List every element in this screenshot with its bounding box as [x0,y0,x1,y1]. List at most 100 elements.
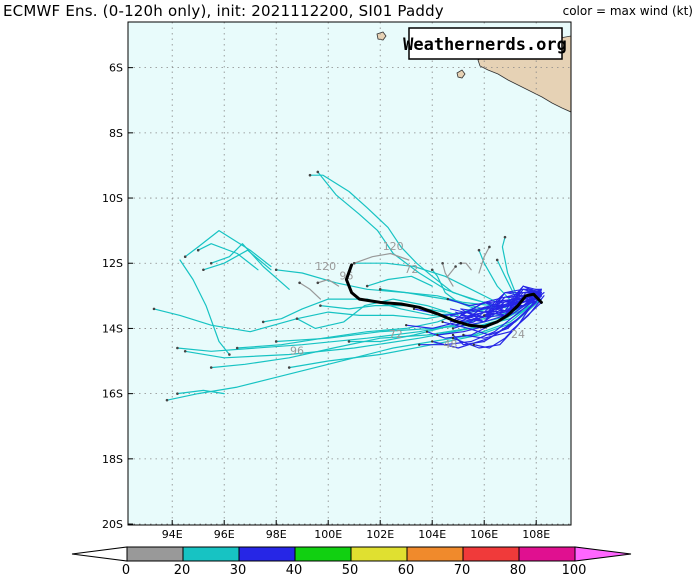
scale-label: 0 [122,563,130,578]
track-end-dot [495,258,499,262]
ensemble-mean-track [344,263,543,329]
lat-tick-label: 12S [102,257,123,270]
track-end-dot [352,261,356,265]
scale-label: 100 [562,563,587,578]
track-end-dot [316,281,320,285]
lon-tick-label: 104E [418,528,446,541]
track-end-dot [459,261,463,265]
lat-tick-label: 6S [109,62,123,75]
track-end-dot [196,248,200,252]
scale-label: 20 [174,563,191,578]
track-end-dot [316,170,320,174]
track-end-dot [462,333,465,337]
track-end-dot [454,265,457,268]
scale-segment [126,546,184,562]
ensemble-member-track [460,293,542,318]
ensemble-member-track [465,285,542,323]
track-end-dot [176,346,179,350]
track-end-dot [451,327,455,330]
lat-tick-label: 16S [102,388,123,401]
ensemble-member-track [275,269,485,310]
scale-segment [294,546,352,562]
lat-lon-grid [128,22,571,525]
track-end-dot [228,353,231,356]
ensemble-member-track [299,282,321,300]
scale-label: 30 [230,563,247,578]
forecast-hour-label: 120 [383,240,404,253]
track-end-dot [488,245,491,249]
track-end-dot [441,261,444,265]
forecast-hour-label: 72 [389,328,403,341]
ensemble-member-track [452,301,535,349]
map-axes: 94E 96E 98E 100E 102E 104E 106E 108E 6S 8S 10S 12S 1… [102,62,550,541]
track-end-dot [425,330,429,333]
ensemble-member-track [236,308,472,349]
track-end-dot [152,307,156,311]
forecast-hour-label: 48 [443,338,457,351]
lat-tick-label: 8S [109,127,123,140]
track-end-dot [261,320,265,324]
track-end-dot [412,307,416,311]
ensemble-member-track [184,298,543,359]
ensemble-member-track [317,278,340,287]
watermark-text: Weathernerds.org [403,35,567,55]
ensemble-member-track [348,314,490,343]
track-end-dot [347,340,351,343]
ensemble-member-track [442,262,454,287]
track-end-dot [451,333,455,337]
track-end-dot [378,288,382,291]
ensemble-member-track [353,252,410,264]
scale-segment [350,546,408,562]
track-end-dot [202,268,205,272]
forecast-hour-label: 72 [404,263,418,276]
map-frame [127,21,572,526]
scale-label: 80 [510,563,527,578]
ensemble-member-track [179,259,230,356]
track-end-dot [441,320,444,324]
lon-tick-label: 94E [162,528,183,541]
scale-segment [182,546,240,562]
track-end-dot [235,346,239,350]
track-end-dot [183,349,187,353]
forecast-hour-label: 24 [511,328,525,341]
lat-tick-label: 14S [102,322,123,335]
track-end-dot [405,323,408,327]
track-end-dot [446,297,449,301]
track-end-dot [503,235,507,239]
ensemble-member-track [478,246,490,274]
ensemble-member-track [460,262,472,271]
track-end-dot [209,261,213,265]
track-end-dot [308,173,312,177]
scale-label: 40 [286,563,303,578]
scale-segment [238,546,296,562]
track-end-dot [287,366,291,369]
ensemble-member-track [153,305,498,333]
track-end-dot [365,284,369,288]
christmas-island [376,31,387,41]
track-end-points [152,170,507,402]
track-end-dot [472,343,475,346]
ensemble-member-track [418,292,545,346]
small-island [456,69,466,79]
ensemble-member-track [447,265,457,277]
lon-tick-label: 108E [522,528,550,541]
scale-label: 50 [342,563,359,578]
ensemble-member-track [379,288,493,307]
color-legend-note: color = max wind (kt) [562,4,693,18]
track-end-dot [477,248,481,252]
lon-tick-label: 98E [266,528,287,541]
ensemble-member-track [366,275,433,287]
ensemble-member-track [202,249,272,271]
watermark-box: Weathernerds.org [403,27,567,60]
lon-tick-label: 102E [366,528,394,541]
lon-tick-label: 106E [470,528,498,541]
wind-color-scale: 0 20 30 40 50 60 70 80 100 [71,546,632,578]
track-end-dot [451,337,455,340]
track-end-dot [274,340,278,343]
lat-tick-label: 20S [102,518,123,531]
lon-tick-label: 100E [314,528,342,541]
lon-tick-label: 96E [214,528,235,541]
ensemble-member-track [296,298,459,329]
track-end-dot [298,281,301,285]
